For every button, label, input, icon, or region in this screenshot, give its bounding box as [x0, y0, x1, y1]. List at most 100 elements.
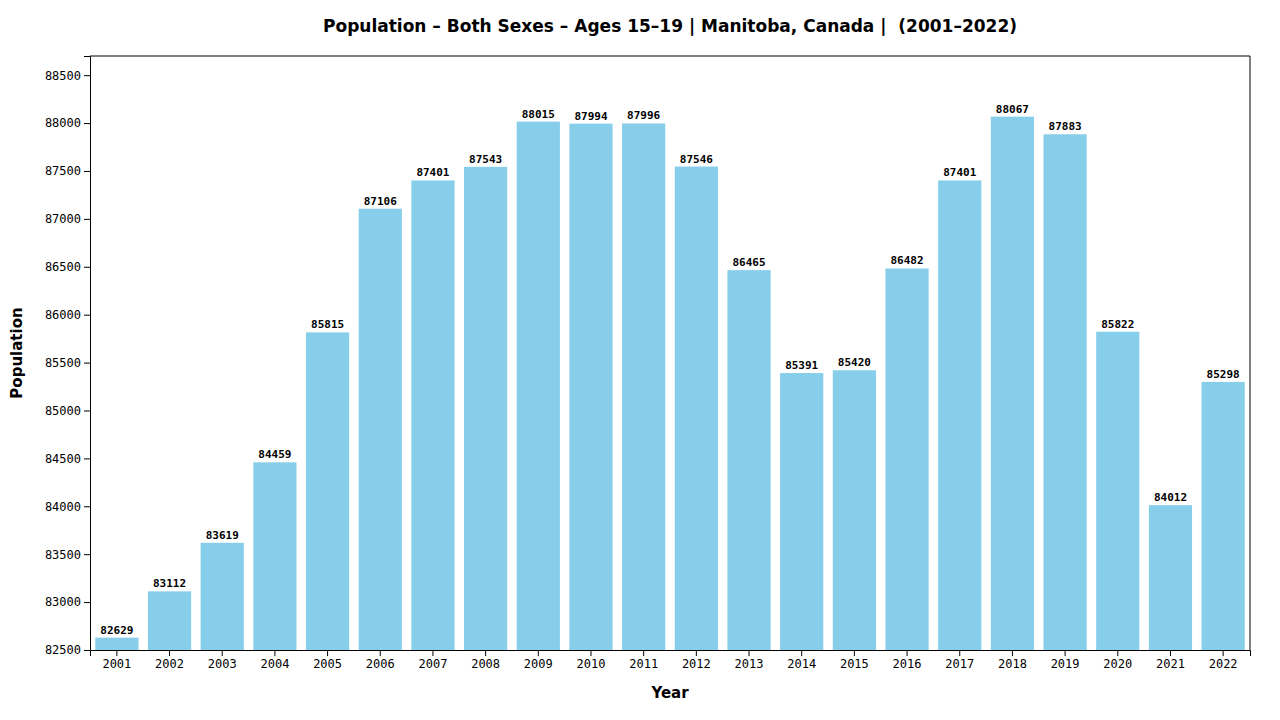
y-tick-label: 88000 — [45, 116, 81, 130]
x-tick: 2017 — [945, 650, 974, 671]
x-tick: 2002 — [155, 650, 184, 671]
bar — [991, 117, 1034, 650]
x-tick-mark — [538, 650, 539, 656]
y-tick-mark — [84, 123, 90, 124]
x-tick: 2020 — [1103, 650, 1132, 671]
y-tick: 83000 — [45, 595, 90, 609]
x-tick: 2018 — [998, 650, 1027, 671]
y-tick: 87000 — [45, 212, 90, 226]
chart-container: 2001200220032004200520062007200820092010… — [0, 0, 1280, 720]
y-tick-mark — [84, 602, 90, 603]
data-label: 83112 — [153, 577, 186, 590]
y-tick-label: 85000 — [45, 404, 81, 418]
y-tick-label: 84000 — [45, 500, 81, 514]
bar — [95, 638, 138, 650]
data-label: 87106 — [364, 195, 397, 208]
x-tick: 2019 — [1051, 650, 1080, 671]
x-tick-mark — [327, 650, 328, 656]
data-label: 87401 — [943, 166, 976, 179]
x-tick-mark — [116, 650, 117, 656]
x-tick: 2022 — [1209, 650, 1238, 671]
x-tick: 2006 — [366, 650, 395, 671]
x-tick: 2011 — [629, 650, 658, 671]
x-tick-mark — [907, 650, 908, 656]
y-tick-label: 83500 — [45, 548, 81, 562]
y-tick: 87500 — [45, 164, 90, 178]
x-tick-mark — [274, 650, 275, 656]
y-tick-mark — [84, 410, 90, 411]
bar — [938, 180, 981, 650]
x-tick-label: 2006 — [366, 657, 395, 671]
x-tick-label: 2013 — [735, 657, 764, 671]
x-tick-label: 2005 — [313, 657, 342, 671]
data-label: 87546 — [680, 153, 713, 166]
x-tick-label: 2007 — [418, 657, 447, 671]
x-tick-label: 2021 — [1156, 657, 1185, 671]
x-tick-mark — [643, 650, 644, 656]
x-tick: 2013 — [735, 650, 764, 671]
bars — [95, 117, 1244, 650]
data-label: 85822 — [1101, 318, 1134, 331]
y-tick: 85500 — [45, 356, 90, 370]
y-tick: 86000 — [45, 308, 90, 322]
x-tick-mark — [1223, 650, 1224, 656]
y-axis: 82500 83000 83500 84000 84500 85000 85500 86000… — [45, 57, 91, 658]
y-tick-mark — [84, 554, 90, 555]
x-tick-mark — [485, 650, 486, 656]
x-tick-label: 2010 — [577, 657, 606, 671]
y-tick: 86500 — [45, 260, 90, 274]
x-tick-label: 2014 — [787, 657, 816, 671]
bar — [306, 332, 349, 650]
x-tick-mark — [222, 650, 223, 656]
data-label: 86482 — [890, 254, 923, 267]
y-tick-mark — [84, 171, 90, 172]
data-label: 87994 — [574, 110, 607, 123]
y-tick: 82500 — [45, 643, 90, 657]
x-tick-mark — [1012, 650, 1013, 656]
plot: 2001200220032004200520062007200820092010… — [45, 56, 1251, 671]
data-label: 85815 — [311, 318, 344, 331]
x-tick-label: 2018 — [998, 657, 1027, 671]
x-tick-mark — [1170, 650, 1171, 656]
x-tick-mark — [696, 650, 697, 656]
x-tick-mark — [801, 650, 802, 656]
data-label: 87543 — [469, 153, 502, 166]
bar — [1149, 505, 1192, 650]
bar — [359, 209, 402, 650]
y-tick-label: 88500 — [45, 69, 81, 83]
x-tick: 2001 — [102, 650, 131, 671]
y-tick-label: 86000 — [45, 308, 81, 322]
bar — [622, 123, 665, 650]
bar — [833, 370, 876, 650]
bar — [1096, 332, 1139, 650]
y-tick-label: 83000 — [45, 595, 81, 609]
x-tick-label: 2003 — [208, 657, 237, 671]
x-tick-mark — [432, 650, 433, 656]
bar — [411, 180, 454, 650]
x-tick-label: 2008 — [471, 657, 500, 671]
x-tick-label: 2022 — [1209, 657, 1238, 671]
data-label: 87883 — [1049, 120, 1082, 133]
x-tick-mark — [749, 650, 750, 656]
y-tick-label: 87500 — [45, 164, 81, 178]
x-tick-mark — [1117, 650, 1118, 656]
bar — [1202, 382, 1245, 650]
frame-right — [1250, 56, 1251, 650]
data-label: 85298 — [1207, 368, 1240, 381]
y-axis-title: Population — [8, 307, 26, 398]
y-tick-mark — [84, 506, 90, 507]
y-tick-mark — [84, 267, 90, 268]
bar — [201, 543, 244, 650]
x-tick: 2015 — [840, 650, 869, 671]
y-tick-mark — [84, 219, 90, 220]
x-tick-label: 2020 — [1103, 657, 1132, 671]
x-tick: 2005 — [313, 650, 342, 671]
x-tick-label: 2009 — [524, 657, 553, 671]
data-label: 85391 — [785, 359, 818, 372]
data-label: 84459 — [258, 448, 291, 461]
y-tick: 84500 — [45, 452, 90, 466]
x-tick-label: 2011 — [629, 657, 658, 671]
x-tick: 2014 — [787, 650, 816, 671]
x-tick: 2003 — [208, 650, 237, 671]
data-label: 88015 — [522, 108, 555, 121]
